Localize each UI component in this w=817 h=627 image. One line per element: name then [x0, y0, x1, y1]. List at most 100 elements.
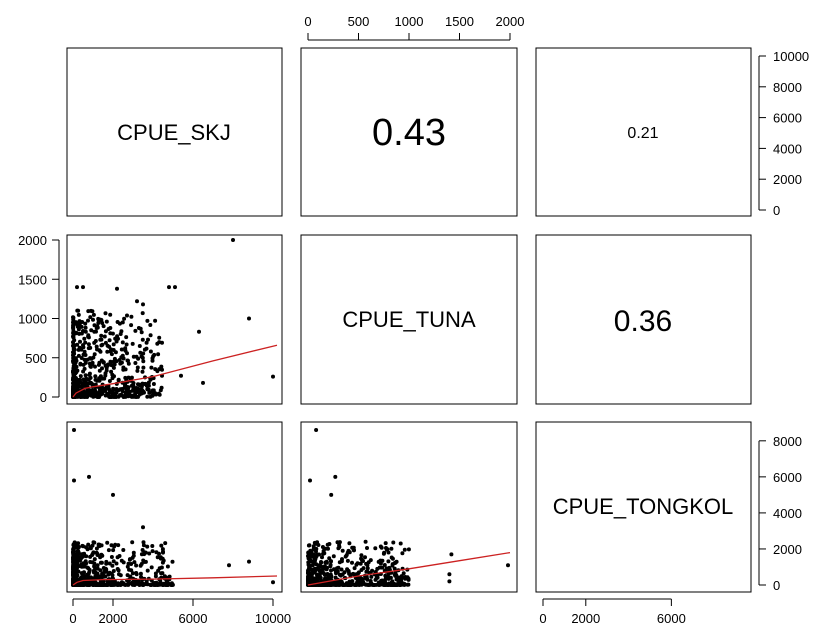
- point-tuna-tongkol: [375, 566, 380, 571]
- point-skj-tongkol: [128, 557, 132, 562]
- point-skj-tuna: [144, 340, 149, 345]
- point-skj-tuna: [93, 382, 98, 387]
- point-skj-tuna: [135, 368, 140, 373]
- point-skj-tuna: [125, 390, 130, 395]
- smoother-skj-tongkol: [72, 575, 278, 586]
- point-skj-tuna: [92, 352, 97, 357]
- point-skj-tongkol: [113, 542, 118, 547]
- point-skj-tuna: [101, 360, 106, 365]
- point-skj-tuna: [78, 391, 83, 396]
- point-skj-tuna: [158, 388, 163, 393]
- point-tuna-tongkol: [310, 563, 315, 568]
- point-tuna-tongkol: [391, 583, 396, 587]
- point-skj-tuna: [78, 374, 83, 379]
- point-skj-tuna: [125, 358, 130, 363]
- left-axis-tuna-tick-label: 1500: [18, 272, 47, 287]
- point-tuna-tongkol: [306, 554, 311, 559]
- point-tuna-tongkol: [335, 582, 340, 587]
- point-skj-tongkol: [117, 554, 122, 558]
- point-skj-tuna: [71, 335, 76, 340]
- point-skj-tuna: [125, 313, 129, 318]
- point-tuna-tongkol: [320, 565, 325, 570]
- point-skj-tuna: [112, 374, 116, 379]
- point-skj-tuna: [73, 320, 78, 325]
- point-skj-tuna: [109, 395, 114, 399]
- point-skj-tongkol: [132, 560, 137, 565]
- point-tuna-tongkol: [319, 560, 323, 564]
- point-skj-tongkol: [100, 553, 105, 558]
- right-axis-skj: 0 2000 4000 6000 8000 10000: [758, 49, 809, 218]
- point-tuna-tongkol: [406, 577, 411, 582]
- point-tuna-tongkol: [308, 571, 313, 576]
- point-skj-tongkol: [147, 551, 152, 556]
- point-tuna-tongkol: [308, 567, 313, 571]
- point-tuna-tongkol: [398, 577, 403, 582]
- point-skj-tongkol: [141, 543, 146, 548]
- point-skj-tongkol: [129, 568, 134, 573]
- point-skj-tuna: [93, 377, 98, 382]
- point-skj-tuna: [81, 369, 86, 374]
- point-skj-tongkol: [116, 543, 121, 548]
- point-tuna-tongkol: [322, 583, 327, 587]
- point-skj-tongkol: [142, 559, 147, 564]
- panel-tongkol-label: [535, 421, 752, 593]
- point-skj-tuna: [131, 381, 136, 385]
- point-tuna-tongkol: [325, 583, 330, 587]
- point-tuna-tongkol: [314, 428, 319, 432]
- point-skj-tuna: [115, 320, 120, 324]
- point-skj-tuna: [130, 388, 135, 393]
- point-tuna-tongkol: [405, 582, 410, 587]
- bottom-axis-skj-tick-label: 6000: [179, 611, 208, 626]
- point-skj-tuna: [157, 335, 162, 340]
- top-axis-tuna-tick-label: 2000: [496, 14, 525, 29]
- corr-value-skj-tongkol: 0.21: [627, 125, 658, 142]
- point-skj-tuna: [102, 376, 107, 381]
- point-skj-tuna: [108, 359, 113, 364]
- point-skj-tongkol: [134, 563, 139, 568]
- point-skj-tongkol: [75, 546, 80, 551]
- point-skj-tongkol: [160, 547, 165, 552]
- point-skj-tongkol: [111, 492, 115, 497]
- point-skj-tuna: [71, 386, 76, 391]
- point-skj-tuna: [114, 359, 119, 364]
- point-skj-tongkol: [165, 564, 170, 569]
- point-tuna-tongkol: [382, 583, 387, 587]
- right-axis-tongkol-tick-label: 6000: [773, 470, 802, 485]
- point-tuna-tongkol: [402, 582, 407, 587]
- point-tuna-tongkol: [326, 573, 331, 578]
- point-skj-tuna: [141, 359, 146, 364]
- point-skj-tuna: [231, 238, 235, 242]
- right-axis-tongkol-tick-label: 0: [773, 578, 780, 593]
- point-skj-tuna: [122, 316, 127, 321]
- point-skj-tongkol: [125, 582, 130, 587]
- point-skj-tuna: [86, 309, 91, 314]
- point-skj-tuna: [71, 330, 76, 335]
- point-tuna-tongkol: [392, 572, 397, 577]
- point-skj-tongkol: [227, 563, 231, 568]
- point-skj-tongkol: [148, 582, 153, 587]
- point-skj-tuna: [81, 345, 86, 350]
- point-skj-tuna: [145, 394, 150, 399]
- point-skj-tuna: [111, 365, 116, 370]
- point-skj-tuna: [129, 375, 134, 380]
- point-skj-tuna: [104, 319, 109, 324]
- point-tuna-tongkol: [383, 541, 388, 546]
- point-skj-tuna: [88, 364, 93, 369]
- point-tuna-tongkol: [324, 567, 329, 572]
- point-tuna-tongkol: [323, 576, 327, 581]
- point-skj-tongkol: [91, 582, 96, 587]
- point-skj-tuna: [145, 318, 150, 323]
- point-tuna-tongkol: [323, 546, 328, 551]
- point-tuna-tongkol: [319, 583, 323, 587]
- left-axis-tuna-tick-label: 500: [25, 351, 47, 366]
- point-skj-tongkol: [79, 575, 84, 579]
- point-skj-tongkol: [82, 570, 86, 575]
- point-skj-tuna: [75, 324, 80, 329]
- point-skj-tuna: [111, 342, 116, 347]
- point-skj-tuna: [113, 350, 118, 355]
- point-skj-tuna: [201, 380, 205, 385]
- point-skj-tuna: [91, 389, 96, 393]
- panel-corr-skj-tuna: [300, 47, 518, 217]
- point-skj-tongkol: [72, 478, 76, 483]
